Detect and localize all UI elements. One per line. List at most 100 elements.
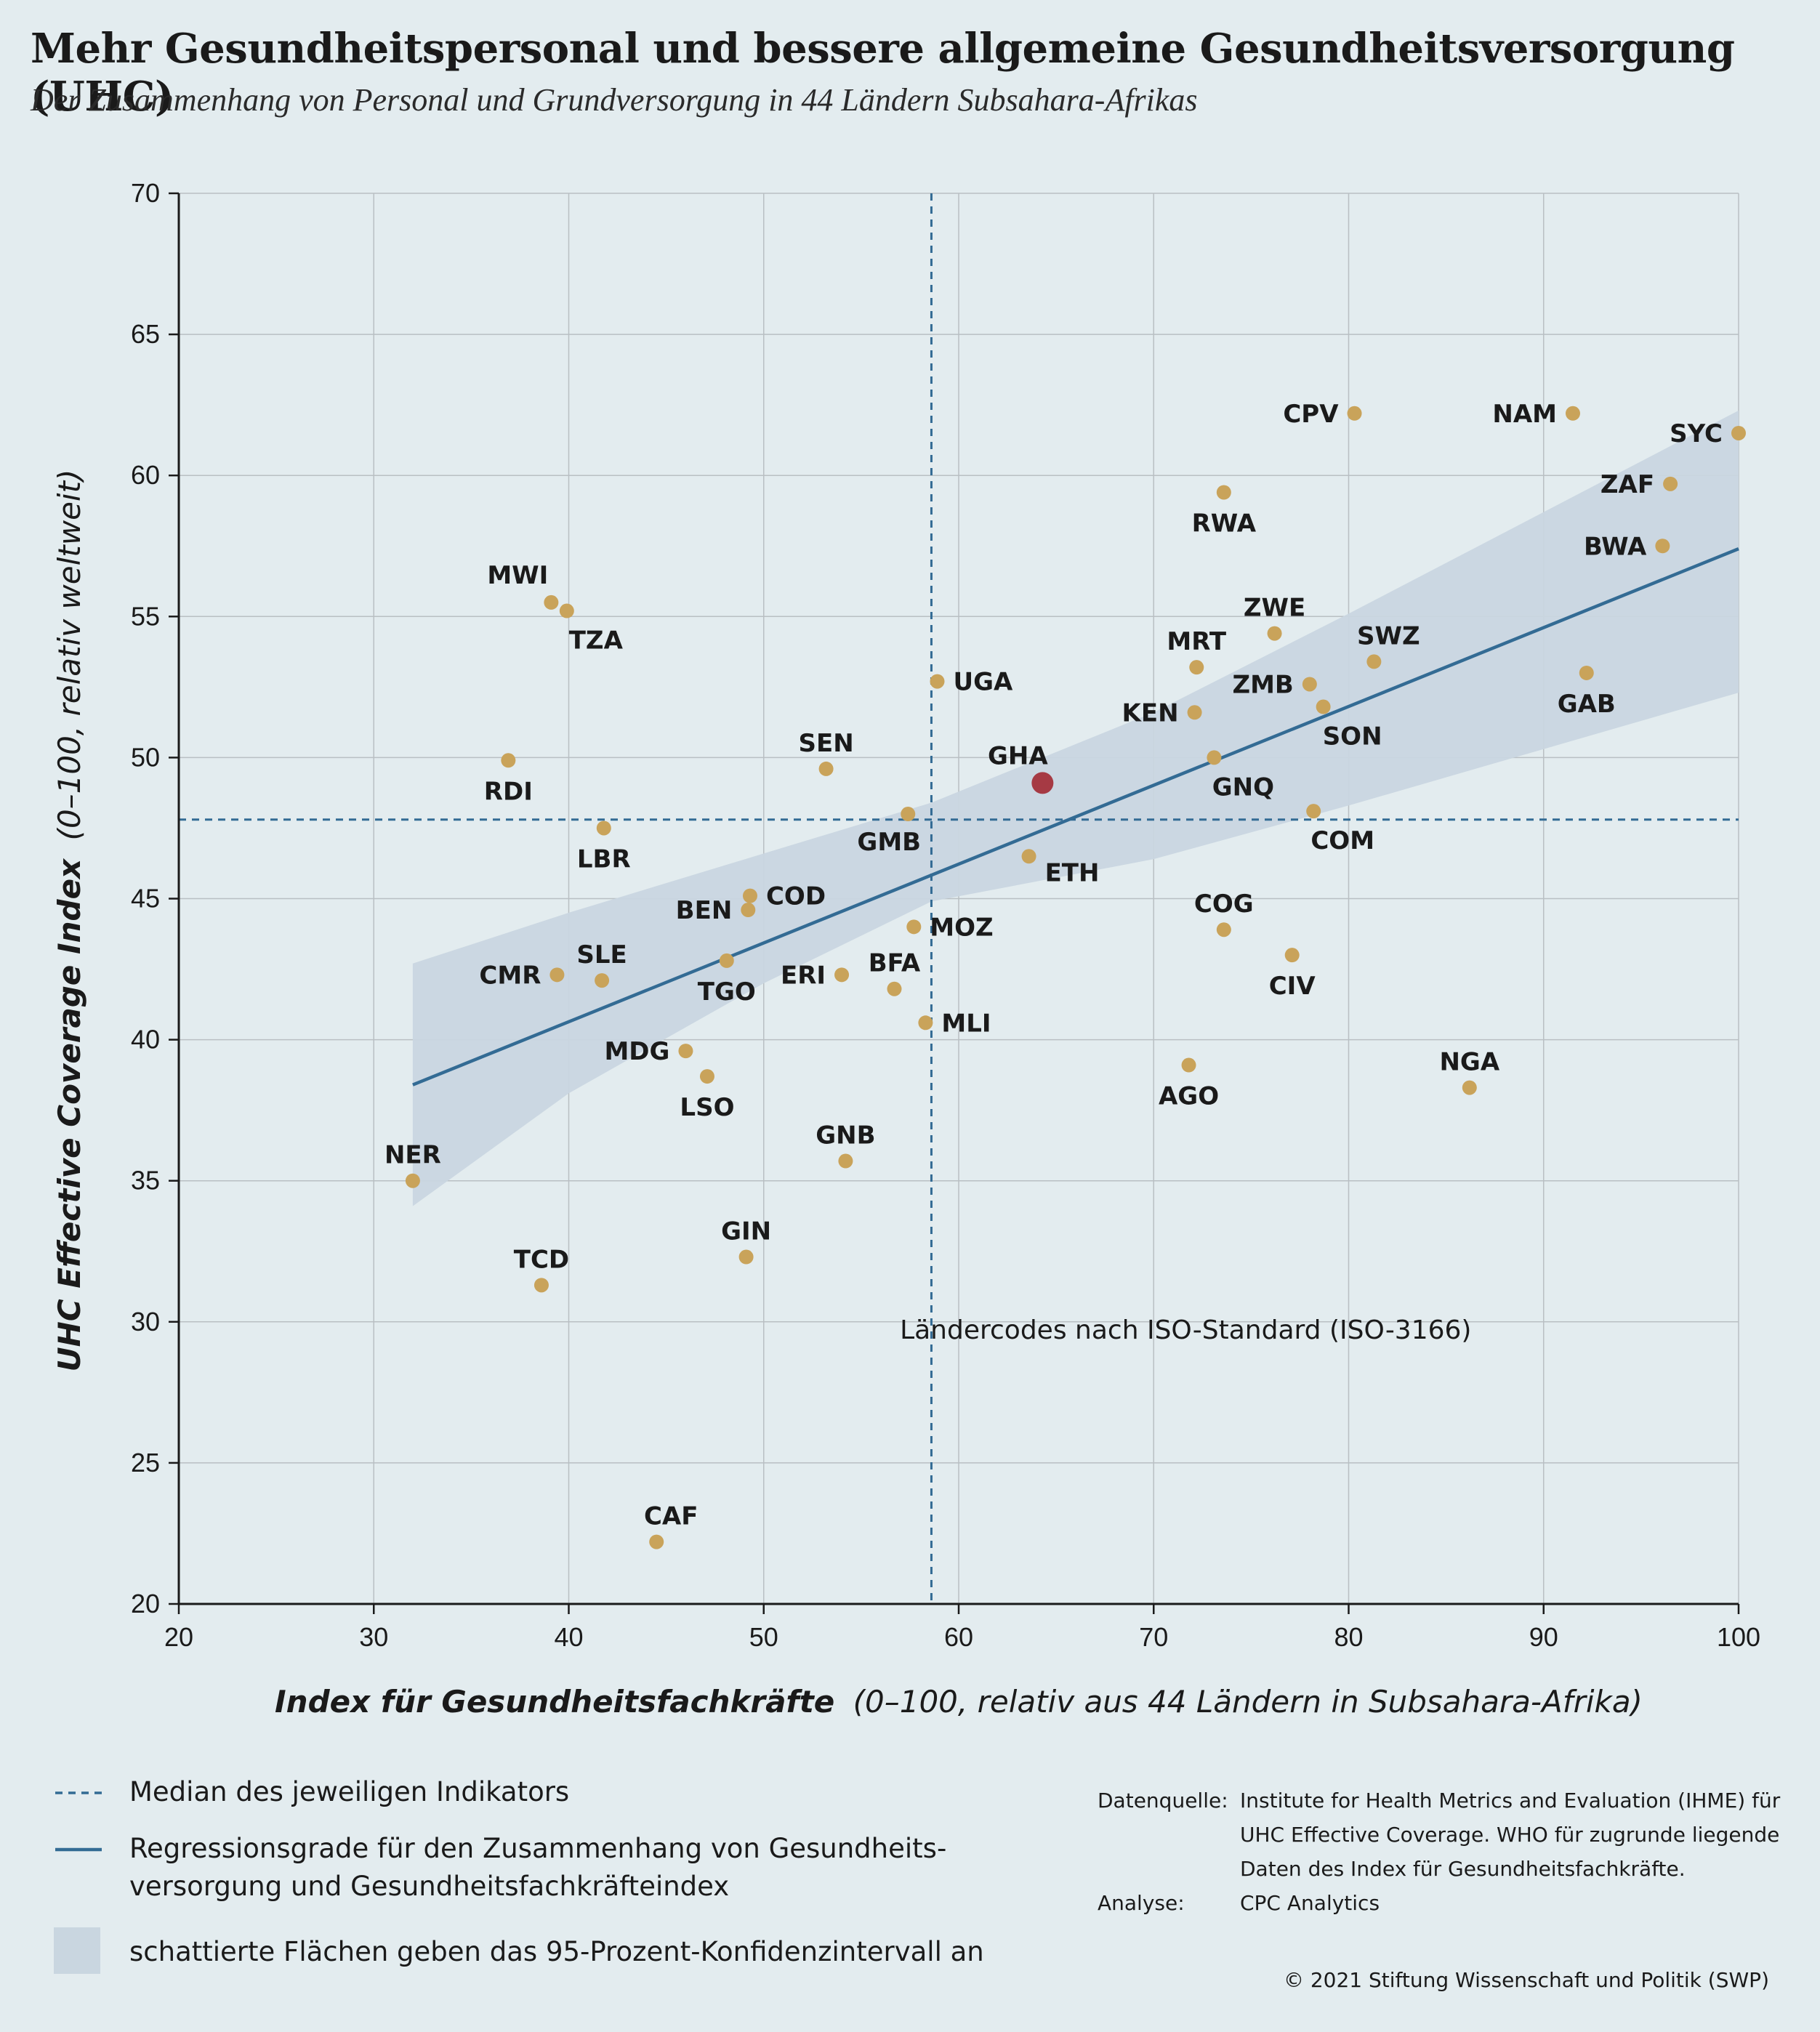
x-tick-label: 100 [1717, 1622, 1760, 1652]
point-label-son: SON [1323, 722, 1382, 751]
point-label-gmb: GMB [857, 828, 921, 857]
iso-note: Ländercodes nach ISO-Standard (ISO-3166) [900, 1315, 1471, 1345]
point-label-ago: AGO [1159, 1082, 1219, 1111]
point-cod [742, 888, 757, 903]
point-label-zwe: ZWE [1244, 594, 1305, 623]
y-tick-label: 55 [131, 601, 160, 631]
legend-label-band: schattierte Flächen geben das 95-Prozent… [129, 1936, 984, 1967]
point-rwa [1216, 485, 1231, 500]
tick-labels: 20 25 30 35 40 45 50 55 60 65 70 20 30 40 50 60 70 80 90 10… [131, 178, 1760, 1652]
point-label-nam: NAM [1492, 400, 1557, 429]
y-tick-label: 45 [131, 884, 160, 914]
point-zmb [1302, 677, 1317, 692]
point-label-gnb: GNB [816, 1121, 875, 1150]
y-tick-label: 35 [131, 1166, 160, 1196]
point-label-mrt: MRT [1167, 627, 1226, 656]
point-label-nga: NGA [1439, 1048, 1499, 1077]
point-eth [1021, 849, 1036, 864]
point-ken [1187, 705, 1202, 720]
x-tick-label: 90 [1529, 1622, 1558, 1652]
x-tick-label: 30 [359, 1622, 388, 1652]
source-row-data: Datenquelle: Institute for Health Metric… [1098, 1783, 1781, 1886]
chart-title: Mehr Gesundheitspersonal und bessere all… [31, 25, 1735, 121]
point-label-lso: LSO [680, 1093, 734, 1122]
legend-label-median: Median des jeweiligen Indikators [129, 1776, 570, 1807]
point-gab [1579, 665, 1594, 680]
point-moz [906, 919, 922, 935]
point-label-moz: MOZ [930, 913, 993, 942]
point-rdi [501, 753, 516, 768]
point-cpv [1347, 406, 1362, 421]
point-tcd [533, 1278, 549, 1293]
y-tick-label: 30 [131, 1307, 160, 1336]
y-tick-label: 40 [131, 1025, 160, 1055]
point-label-lbr: LBR [577, 844, 631, 874]
band-swatch [54, 1927, 103, 1975]
point-label-ken: KEN [1122, 698, 1179, 727]
point-bfa [887, 981, 902, 996]
point-label-zaf: ZAF [1600, 470, 1654, 499]
y-axis-title: UHC Effective Coverage Index (0–100, rel… [52, 469, 87, 1372]
y-tick-label: 25 [131, 1448, 160, 1477]
legend-item-regression: Regressionsgrade für den Zusammenhang vo… [54, 1830, 1031, 1906]
point-label-caf: CAF [644, 1502, 698, 1531]
confidence-band-layer [412, 410, 1739, 1206]
point-label-gnq: GNQ [1212, 773, 1274, 802]
point-label-mwi: MWI [487, 561, 548, 590]
point-label-cpv: CPV [1283, 400, 1339, 429]
point-gnq [1207, 750, 1222, 765]
point-cmr [549, 967, 565, 983]
point-label-com: COM [1310, 826, 1374, 855]
point-ben [741, 903, 756, 918]
point-label-cog: COG [1194, 890, 1254, 919]
point-label-bwa: BWA [1584, 532, 1647, 561]
point-mrt [1189, 660, 1204, 675]
data-points [405, 406, 1746, 1549]
point-mdg [678, 1044, 693, 1059]
point-labels: SYC NAM CPV ZAF RWA BWA MWI TZA ZWE SWZ MRT GAB UGA Z… [384, 400, 1723, 1531]
point-caf [649, 1534, 664, 1549]
point-label-gin: GIN [721, 1217, 771, 1246]
regression-layer [412, 547, 1739, 1086]
point-nga [1462, 1080, 1477, 1095]
point-label-rdi: RDI [484, 777, 533, 806]
point-label-zmb: ZMB [1232, 670, 1293, 699]
regression-line [412, 547, 1739, 1086]
source-row-analysis: Analyse: CPC Analytics [1098, 1886, 1781, 1920]
point-label-uga: UGA [953, 668, 1013, 697]
point-label-swz: SWZ [1357, 621, 1420, 650]
point-zaf [1663, 476, 1678, 491]
point-mli [918, 1015, 933, 1031]
point-label-gab: GAB [1558, 690, 1616, 719]
median-lines [179, 193, 1739, 1604]
x-tick-label: 60 [944, 1622, 973, 1652]
point-label-bfa: BFA [869, 949, 921, 978]
point-gmb [901, 807, 916, 822]
point-uga [930, 674, 945, 689]
point-lso [699, 1069, 714, 1084]
solid-line-swatch [54, 1830, 103, 1878]
point-label-eth: ETH [1045, 858, 1100, 887]
point-label-cmr: CMR [479, 961, 541, 990]
x-axis-title-main: Index für Gesundheitsfachkräfte [275, 1684, 834, 1719]
point-label-tgo: TGO [698, 977, 756, 1007]
source-data-value: Institute for Health Metrics and Evaluat… [1240, 1789, 1781, 1881]
point-eri [834, 967, 850, 983]
point-com [1306, 804, 1321, 819]
x-tick-label: 80 [1334, 1622, 1363, 1652]
point-civ [1284, 948, 1300, 963]
point-label-syc: SYC [1670, 419, 1723, 448]
legend-item-band: schattierte Flächen geben das 95-Prozent… [54, 1927, 1031, 1975]
point-sle [595, 973, 610, 988]
source-analysis-key: Analyse: [1098, 1891, 1185, 1915]
y-tick-label: 20 [131, 1589, 160, 1618]
dashed-line-swatch [54, 1773, 103, 1821]
point-label-ben: BEN [676, 896, 733, 925]
y-axis-title-unit: (0–100, relativ weltweit) [52, 469, 87, 841]
legend-item-median: Median des jeweiligen Indikators [54, 1773, 1031, 1821]
point-mwi [544, 594, 559, 610]
sources-block: Datenquelle: Institute for Health Metric… [1098, 1783, 1781, 1920]
copyright: © 2021 Stiftung Wissenschaft und Politik… [1283, 1968, 1769, 1992]
point-gin [738, 1249, 754, 1265]
y-tick-label: 60 [131, 460, 160, 490]
